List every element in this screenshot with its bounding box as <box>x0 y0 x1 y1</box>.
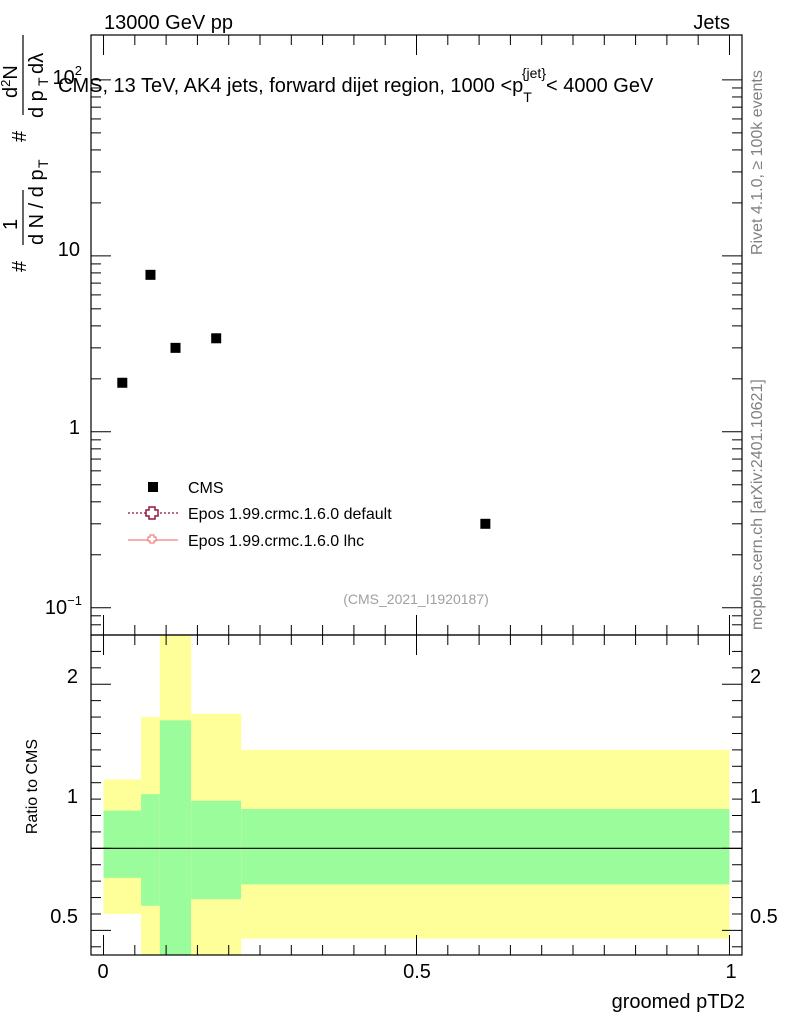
y-tick-label-0p1: 10−1 <box>45 593 82 619</box>
x-tick-label-1: 1 <box>725 961 736 983</box>
ratio-y-tick-labels: 2 1 0.5 2 1 0.5 <box>50 666 778 928</box>
cms-point-2 <box>170 342 181 353</box>
y-tick-label-0p1-base: 10 <box>45 597 67 619</box>
x-axis-title: groomed pTD2 <box>612 991 745 1013</box>
analysis-watermark: (CMS_2021_I1920187) <box>343 591 489 607</box>
ratio-y-tick-right-2: 2 <box>750 666 761 688</box>
y-tick-label-100: 102 <box>53 63 82 89</box>
ratio-band-green-1 <box>141 794 160 906</box>
ratio-y-tick-right-1: 1 <box>750 786 761 808</box>
ratio-y-tick-right-0p5: 0.5 <box>750 906 778 928</box>
cms-point-3 <box>211 333 222 344</box>
y-tick-label-1: 1 <box>69 417 80 439</box>
header-right-label: Jets <box>693 12 730 34</box>
ratio-band-green-3 <box>191 800 242 900</box>
x-tick-label-0p5: 0.5 <box>403 961 431 983</box>
cms-point-1 <box>145 269 156 280</box>
svg-text:d p: d p <box>26 90 48 118</box>
chart-title: CMS, 13 TeV, AK4 jets, forward dijet reg… <box>58 65 654 105</box>
svg-text:T: T <box>35 77 51 86</box>
ratio-y-tick-left-2: 2 <box>67 666 78 688</box>
y-tick-label-100-base: 10 <box>53 67 75 89</box>
cms-data-points <box>117 269 491 529</box>
legend-label-cms: CMS <box>188 480 224 497</box>
header-left-label: 13000 GeV pp <box>104 12 233 34</box>
main-axis-ticks <box>91 35 742 636</box>
ratio-y-tick-left-0p5: 0.5 <box>50 906 78 928</box>
legend-marker-cms <box>148 482 158 492</box>
legend-cross-epos-lhc-icon <box>147 534 157 544</box>
svg-text:d2N: d2N <box>0 65 22 98</box>
main-y-axis-title: # 1 d N / d p T # d2N d p T dλ <box>0 35 51 272</box>
y-tick-label-100-exp: 2 <box>75 63 82 78</box>
chart-title-sup: {jet} <box>522 65 546 81</box>
legend: CMS Epos 1.99.crmc.1.6.0 default Epos 1.… <box>128 480 392 550</box>
ratio-bands <box>91 635 742 955</box>
side-label-mcplots: mcplots.cern.ch [arXiv:2401.10621] <box>749 379 766 630</box>
ratio-band-green-0 <box>103 810 142 878</box>
svg-text:#: # <box>9 130 31 142</box>
legend-label-epos-default: Epos 1.99.crmc.1.6.0 default <box>188 506 392 523</box>
svg-text:d N / d p: d N / d p <box>26 169 48 245</box>
chart-title-main: CMS, 13 TeV, AK4 jets, forward dijet reg… <box>58 75 523 97</box>
svg-text:#: # <box>9 260 31 272</box>
x-tick-label-0: 0 <box>97 961 108 983</box>
svg-text:dλ: dλ <box>26 53 48 74</box>
svg-text:1: 1 <box>0 219 22 230</box>
svg-text:T: T <box>35 159 51 168</box>
x-tick-labels: 0 0.5 1 <box>97 961 736 983</box>
ratio-band-green-4 <box>241 808 730 885</box>
legend-cross-epos-default-icon <box>145 506 159 520</box>
legend-label-epos-lhc: Epos 1.99.crmc.1.6.0 lhc <box>188 533 364 550</box>
y-tick-label-10: 10 <box>58 239 80 261</box>
chart-title-tail: < 4000 GeV <box>546 75 654 97</box>
y-tick-label-0p1-exp: −1 <box>67 593 82 608</box>
side-label-rivet: Rivet 4.1.0, ≥ 100k events <box>749 70 766 255</box>
cms-point-0 <box>117 377 128 388</box>
ratio-y-tick-left-1: 1 <box>67 786 78 808</box>
cms-point-4 <box>480 518 491 529</box>
ratio-y-axis-title: Ratio to CMS <box>24 739 41 834</box>
ratio-band-green-2 <box>159 720 192 955</box>
chart-title-sub: T <box>523 89 532 105</box>
main-y-tick-labels: 10−1 1 10 102 <box>45 63 82 619</box>
ratio-axis-ticks <box>91 635 742 955</box>
